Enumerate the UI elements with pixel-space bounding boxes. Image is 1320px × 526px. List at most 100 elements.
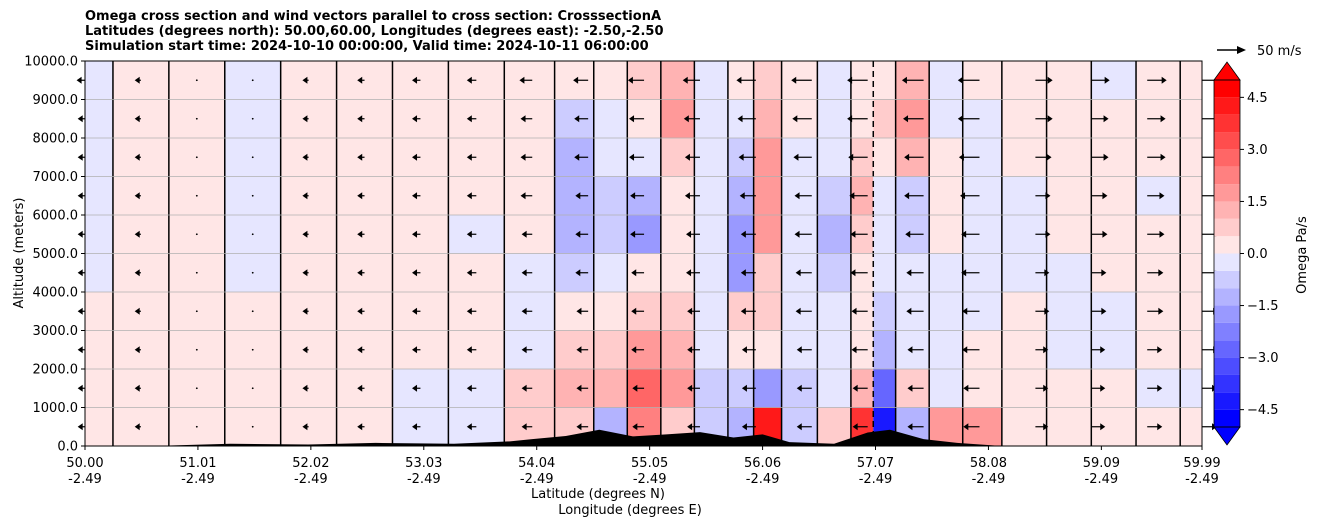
wind-vector xyxy=(357,346,365,354)
wind-vector-head xyxy=(77,307,83,315)
wind-vector-head xyxy=(521,307,527,315)
wind-vector xyxy=(251,233,254,236)
colorbar-segment xyxy=(1214,166,1240,185)
wind-vector xyxy=(412,153,421,161)
wind-vector-head xyxy=(76,76,82,84)
wind-vector-head xyxy=(466,423,472,431)
wind-vector-head xyxy=(629,115,635,123)
wind-vector-head xyxy=(741,346,747,354)
wind-vector xyxy=(195,310,198,313)
omega-cell xyxy=(817,292,851,331)
y-tick-label: 2000.0 xyxy=(33,363,79,378)
omega-cell xyxy=(1046,369,1092,408)
wind-vector xyxy=(1035,115,1053,123)
wind-vector-head xyxy=(740,230,746,238)
wind-vector xyxy=(795,269,812,277)
wind-vector xyxy=(302,346,309,354)
colorbar-tick-label: −3.0 xyxy=(1247,351,1279,366)
omega-cell xyxy=(1180,253,1202,292)
wind-vector-head xyxy=(629,153,635,161)
wind-vector xyxy=(412,346,421,354)
omega-cell xyxy=(85,369,113,408)
wind-vector-head xyxy=(77,230,83,238)
wind-vector xyxy=(794,192,812,200)
wind-vector-head xyxy=(573,76,579,84)
omega-cell xyxy=(929,292,963,331)
wind-vector xyxy=(630,230,645,238)
wind-vector xyxy=(1091,153,1109,161)
wind-vector xyxy=(77,307,85,315)
colorbar-segment xyxy=(1214,340,1240,358)
colorbar-segment xyxy=(1214,184,1240,202)
wind-vector xyxy=(905,230,924,238)
y-tick-label: 3000.0 xyxy=(33,324,79,339)
wind-vector-head xyxy=(412,230,418,238)
wind-vector-head xyxy=(904,153,910,161)
x-tick-label-lat: 56.06 xyxy=(744,456,781,471)
wind-vector-head xyxy=(576,423,582,431)
wind-vector xyxy=(847,115,868,123)
wind-vector xyxy=(1035,307,1050,315)
x-tick-label-lat: 50.00 xyxy=(66,456,103,471)
wind-vector-head xyxy=(906,307,912,315)
wind-vector-head xyxy=(961,269,967,277)
wind-vector xyxy=(520,115,533,123)
wind-vector xyxy=(575,230,589,238)
wind-vector-head xyxy=(738,153,744,161)
wind-vector xyxy=(357,153,365,161)
wind-vector-head xyxy=(1157,384,1163,392)
wind-vector xyxy=(736,76,756,84)
wind-vector xyxy=(741,423,756,431)
wind-vector xyxy=(683,115,700,123)
wind-vector xyxy=(195,425,198,428)
colorbar-tick-label: −4.5 xyxy=(1247,403,1279,418)
wind-vector-head xyxy=(134,346,140,354)
wind-vector-head xyxy=(686,230,692,238)
wind-vector-head xyxy=(851,307,857,315)
wind-vectors xyxy=(76,76,1222,431)
wind-vector xyxy=(357,269,365,277)
omega-cell xyxy=(1046,292,1092,331)
wind-vector-head xyxy=(630,230,636,238)
wind-vector-head xyxy=(134,423,140,431)
wind-vector xyxy=(1035,76,1053,84)
omega-cell xyxy=(280,407,337,446)
wind-vector-head xyxy=(575,269,581,277)
wind-vector-head xyxy=(466,346,472,354)
terrain-silhouette xyxy=(152,429,1002,446)
colorbar-segment xyxy=(1214,409,1240,427)
wind-vector-head xyxy=(575,192,581,200)
y-tick-label: 4000.0 xyxy=(33,286,79,301)
wind-vector-head xyxy=(520,153,526,161)
wind-vector xyxy=(573,76,589,84)
wind-vector-head xyxy=(682,76,688,84)
wind-vector-head xyxy=(852,384,858,392)
wind-vector xyxy=(684,192,700,200)
wind-vector xyxy=(302,269,309,277)
omega-cell xyxy=(753,215,782,254)
wind-vector xyxy=(521,269,533,277)
wind-vector xyxy=(302,423,309,431)
colorbar-segment xyxy=(1214,149,1240,167)
omega-cell xyxy=(817,369,851,408)
wind-vector-head xyxy=(1044,307,1050,315)
wind-vector xyxy=(302,153,309,161)
x-tick-label-lat: 52.02 xyxy=(292,456,329,471)
wind-vector-dot xyxy=(195,387,198,390)
wind-vector xyxy=(906,269,924,277)
y-tick-label: 6000.0 xyxy=(33,209,79,224)
wind-vector xyxy=(412,307,421,315)
x-tick-label-lon: -2.49 xyxy=(1085,472,1119,487)
wind-vector-head xyxy=(904,192,910,200)
wind-vector-head xyxy=(1047,76,1053,84)
wind-vector-dot xyxy=(195,79,198,82)
wind-vector xyxy=(1147,307,1164,315)
wind-vector xyxy=(576,307,589,315)
wind-vector-head xyxy=(412,269,418,277)
x-axis-label-latitude: Latitude (degrees N) xyxy=(531,487,665,502)
wind-vector-head xyxy=(520,192,526,200)
y-tick-label: 9000.0 xyxy=(33,93,79,108)
wind-vector xyxy=(195,156,198,159)
omega-cell xyxy=(929,407,963,446)
wind-vector xyxy=(1147,115,1166,123)
